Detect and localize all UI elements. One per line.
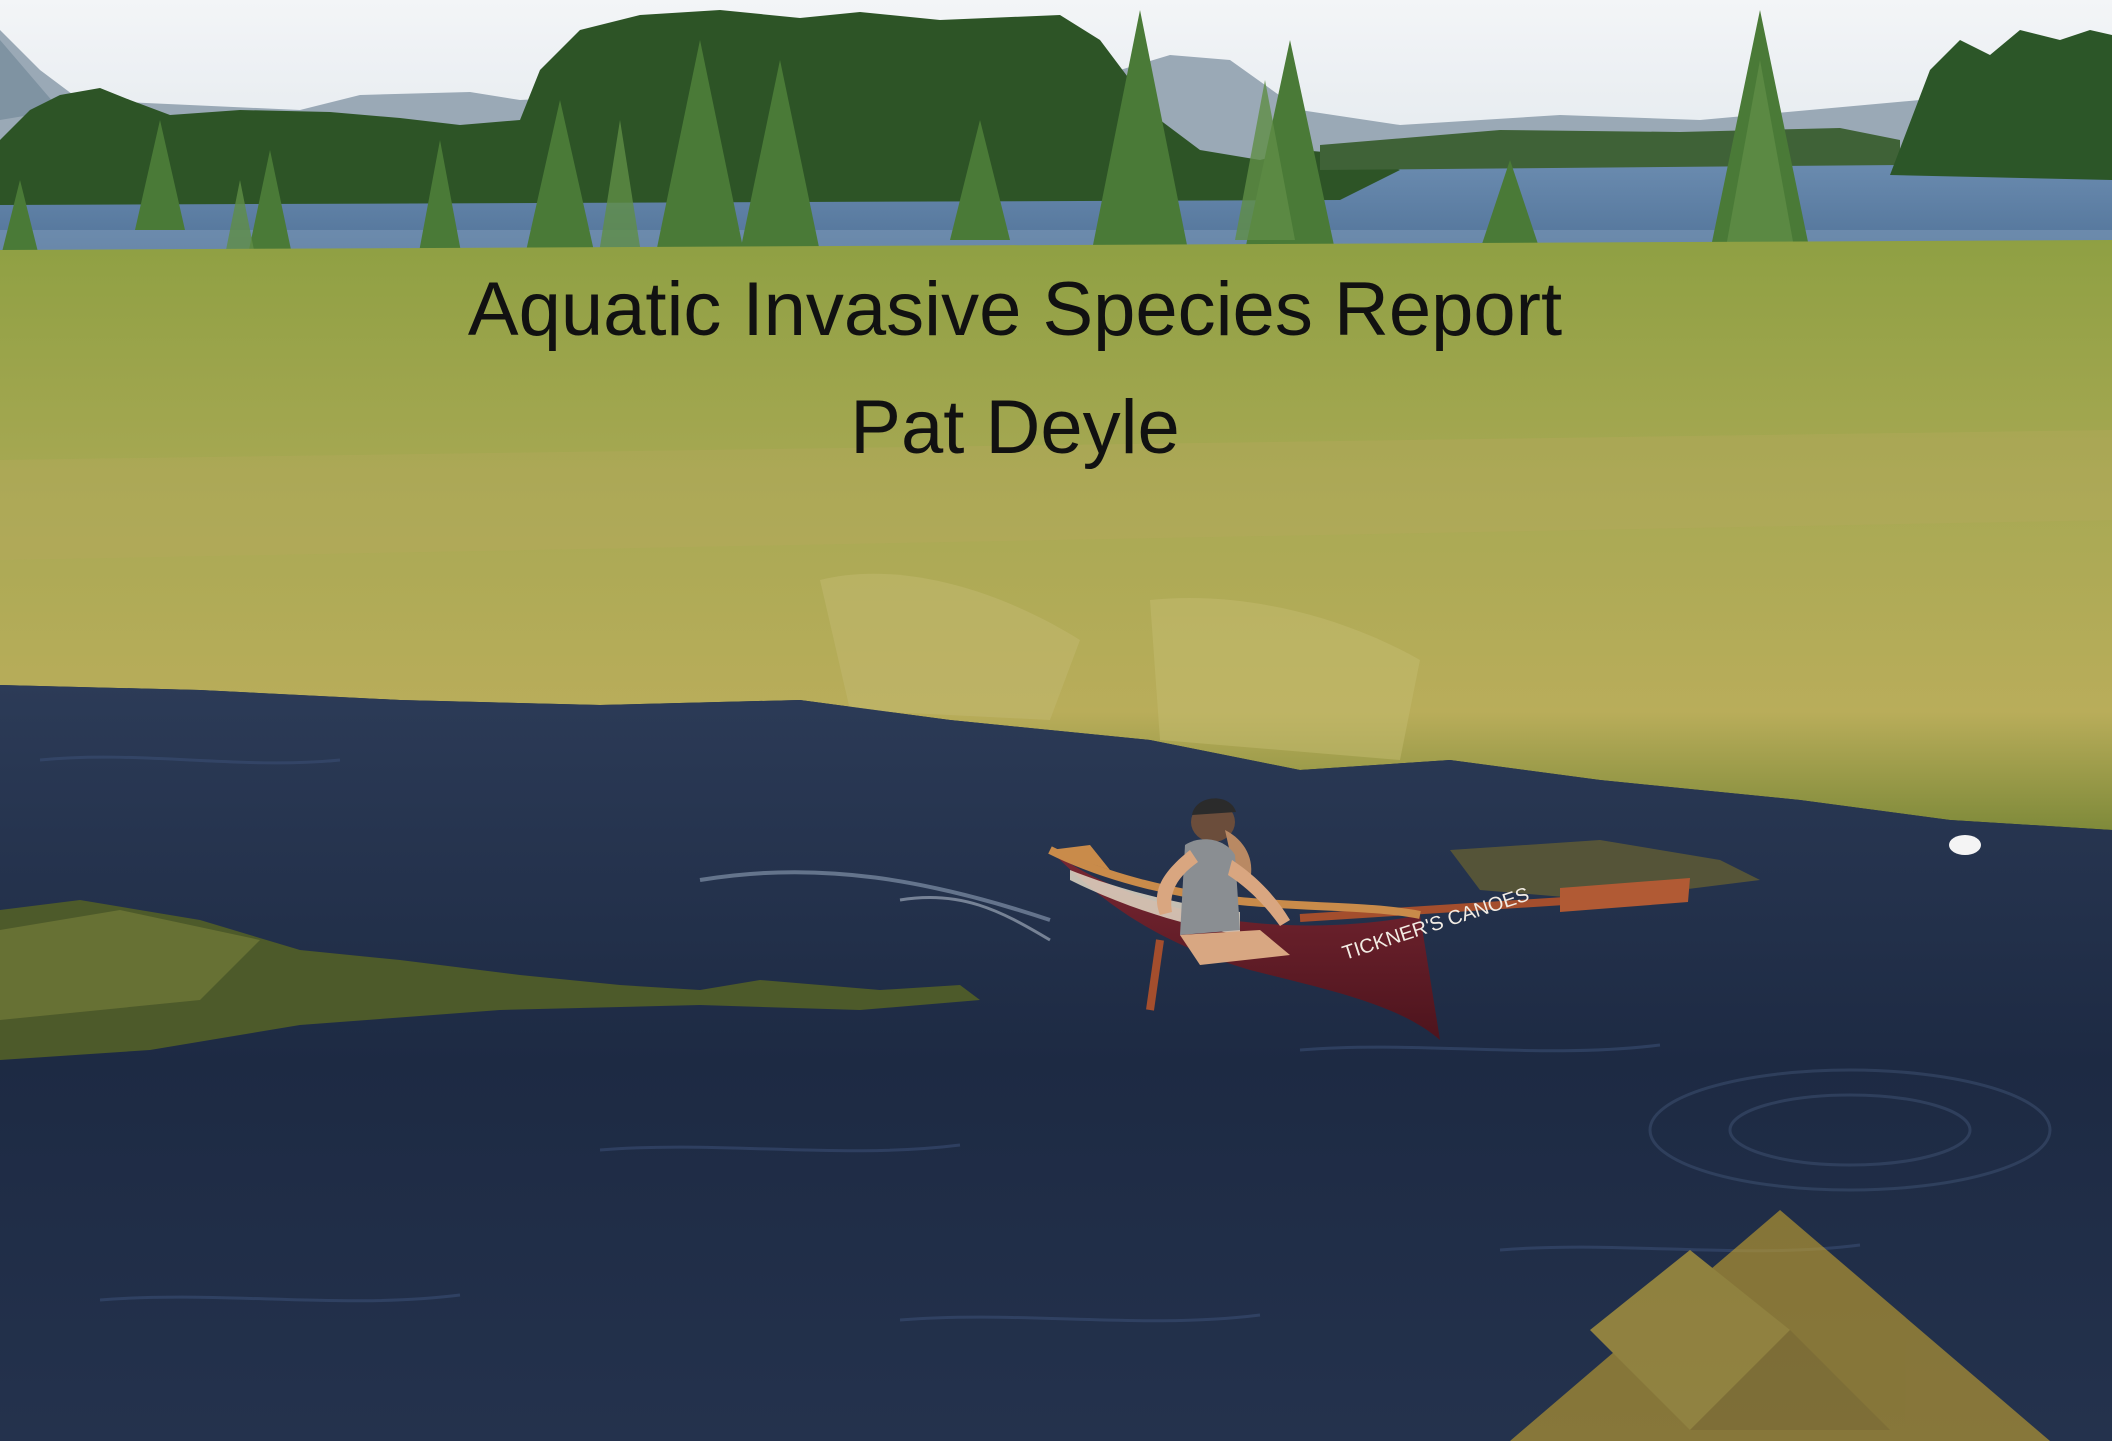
island-forest bbox=[1890, 30, 2112, 180]
bird bbox=[1949, 835, 1981, 855]
slide-title: Aquatic Invasive Species Report bbox=[467, 267, 1563, 352]
paddler bbox=[1156, 798, 1290, 965]
slide-author: Pat Deyle bbox=[850, 385, 1180, 470]
marsh-grass bbox=[0, 240, 2112, 830]
logo-watermark bbox=[1510, 1210, 2050, 1441]
paddle bbox=[1146, 878, 1690, 1011]
